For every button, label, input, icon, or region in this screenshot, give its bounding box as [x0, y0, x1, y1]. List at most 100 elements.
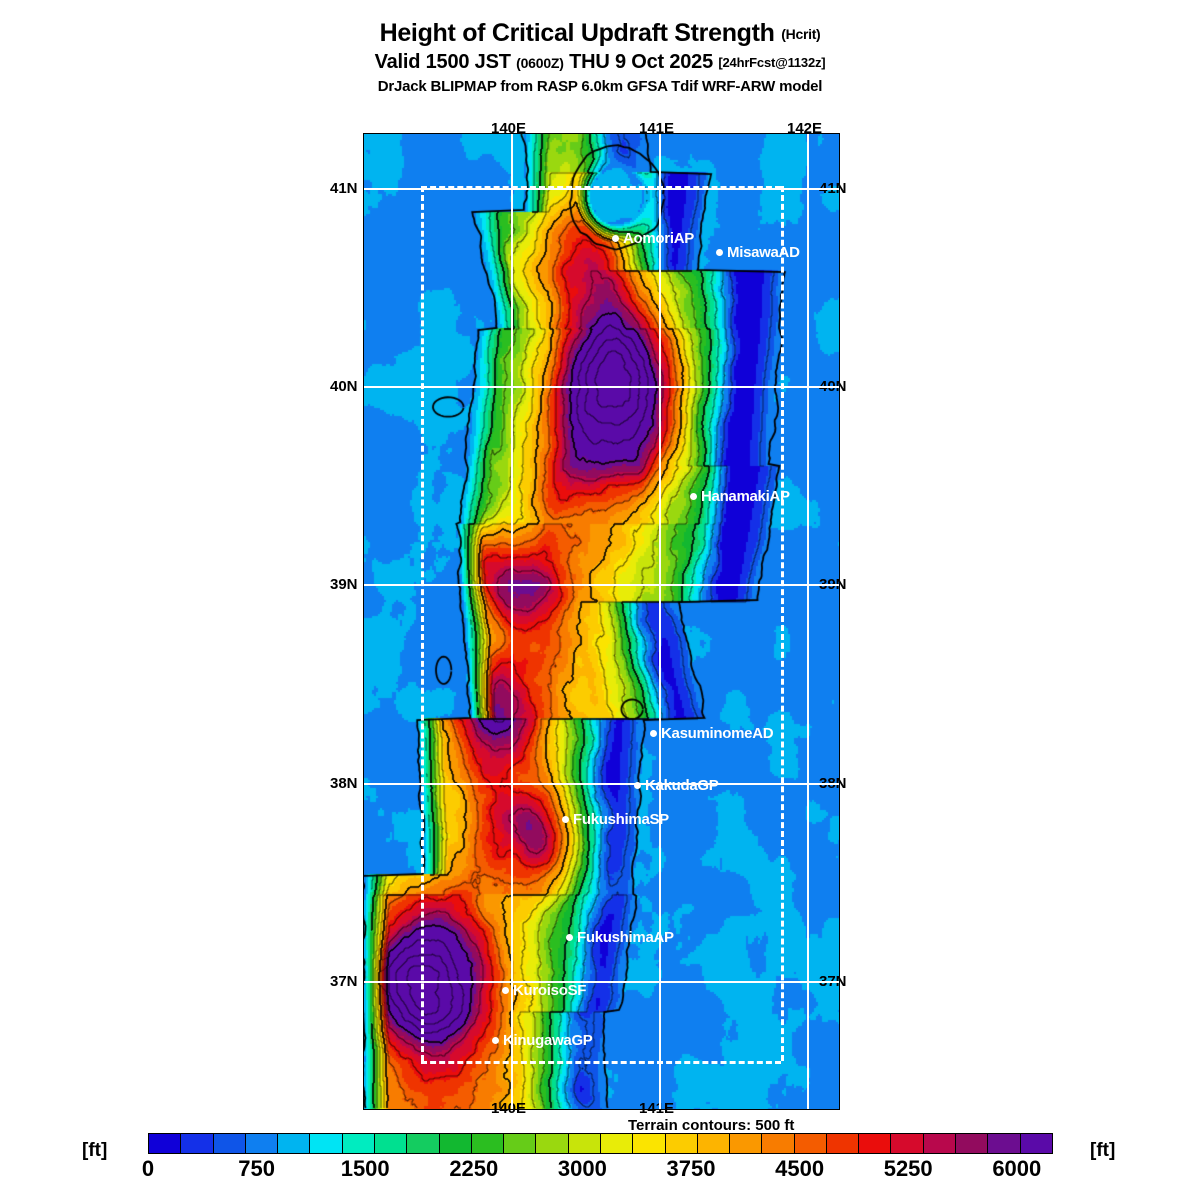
lon-label-bottom-141e: 141E: [639, 1100, 675, 1117]
page-title: Height of Critical Updraft Strength (Hcr…: [0, 20, 1200, 47]
station-marker-kakudagp[interactable]: KakudaGP: [634, 777, 719, 795]
colorbar-segment-16: [665, 1134, 698, 1153]
station-label: FukushimaAP: [577, 929, 674, 947]
lat-label-left-38n: 38N: [330, 775, 358, 792]
station-dot-icon: [612, 235, 619, 243]
colorbar-segment-1: [181, 1134, 214, 1153]
page-title-text: Height of Critical Updraft Strength: [379, 19, 775, 47]
colorbar-segment-6: [342, 1134, 375, 1153]
station-label: MisawaAD: [727, 244, 800, 262]
station-label: KakudaGP: [645, 777, 719, 795]
station-dot-icon: [690, 493, 697, 501]
station-label: KasuminomeAD: [661, 725, 774, 743]
colorbar-segment-8: [407, 1134, 440, 1153]
terrain-contour-note: Terrain contours: 500 ft: [628, 1117, 795, 1134]
colorbar-segment-2: [213, 1134, 246, 1153]
station-dot-icon: [502, 987, 509, 995]
colorbar-unit-left: [ft]: [82, 1140, 108, 1161]
colorbar-segment-27: [1020, 1134, 1052, 1153]
station-label: AomoriAP: [623, 230, 694, 248]
station-label: FukushimaSP: [573, 811, 669, 829]
colorbar-tick-6000: 6000: [992, 1156, 1042, 1181]
lat-label-left-41n: 41N: [330, 180, 358, 197]
station-marker-kinugawagp[interactable]: KinugawaGP: [492, 1032, 593, 1050]
station-label: KuroisoSF: [513, 982, 587, 1000]
lat-label-left-40n: 40N: [330, 378, 358, 395]
station-marker-kasuminomead[interactable]: KasuminomeAD: [650, 725, 774, 743]
station-dot-icon: [492, 1037, 499, 1045]
colorbar-tick-3000: 3000: [557, 1156, 607, 1181]
gridline-lon-142e: [807, 134, 809, 1109]
forecast-stamp: [24hrFcst@1132z]: [718, 55, 826, 70]
station-label: KinugawaGP: [503, 1032, 593, 1050]
colorbar-segment-19: [762, 1134, 795, 1153]
title-block: Height of Critical Updraft Strength (Hcr…: [0, 0, 1200, 96]
domain-box-top: [421, 186, 781, 189]
colorbar-tick-3750: 3750: [666, 1156, 716, 1181]
colorbar-segment-20: [794, 1134, 827, 1153]
colorbar-segment-0: [149, 1134, 182, 1153]
lon-label-top-140e: 140E: [491, 120, 527, 137]
valid-time-local: Valid 1500 JST: [374, 51, 511, 73]
gridline-lon-141e: [659, 134, 661, 1109]
lat-label-left-39n: 39N: [330, 576, 358, 593]
station-marker-aomoriap[interactable]: AomoriAP: [612, 230, 694, 248]
station-marker-misawaad[interactable]: MisawaAD: [716, 244, 800, 262]
gridline-lat-40n: [364, 386, 839, 388]
page-title-subscript: (Hcrit): [781, 26, 821, 42]
station-marker-kuroisosf[interactable]: KuroisoSF: [502, 982, 586, 1000]
colorbar-segment-3: [245, 1134, 279, 1153]
colorbar-segment-5: [310, 1134, 343, 1153]
colorbar-segment-10: [471, 1134, 505, 1153]
colorbar-segment-7: [374, 1134, 408, 1153]
lon-label-top-141e: 141E: [639, 120, 675, 137]
station-marker-fukushimasp[interactable]: FukushimaSP: [562, 811, 669, 829]
station-label: HanamakiAP: [701, 488, 790, 506]
colorbar-tick-0: 0: [141, 1156, 155, 1181]
forecast-map[interactable]: [363, 133, 840, 1110]
lon-label-top-142e: 142E: [787, 120, 823, 137]
colorbar-unit-right: [ft]: [1090, 1140, 1116, 1161]
colorbar-segment-11: [504, 1134, 537, 1153]
station-marker-hanamakiap[interactable]: HanamakiAP: [690, 488, 790, 506]
valid-time-line: Valid 1500 JST (0600Z) THU 9 Oct 2025 [2…: [0, 51, 1200, 74]
colorbar-tick-750: 750: [238, 1156, 275, 1181]
colorbar-segment-13: [568, 1134, 601, 1153]
station-dot-icon: [650, 730, 657, 738]
colorbar-tick-5250: 5250: [883, 1156, 933, 1181]
model-line: DrJack BLIPMAP from RASP 6.0km GFSA Tdif…: [377, 78, 823, 95]
gridline-lon-140e: [511, 134, 513, 1109]
gridline-lat-38n: [364, 783, 839, 785]
station-dot-icon: [566, 934, 573, 942]
station-dot-icon: [634, 782, 641, 790]
colorbar-tick-labels: 0 750 1500 2250 3000 3750 4500 5250 6000: [142, 1156, 1053, 1182]
colorbar-tick-4500: 4500: [775, 1156, 825, 1181]
domain-box-right: [781, 186, 784, 1061]
colorbar-segment-18: [730, 1134, 763, 1153]
colorbar-segment-22: [859, 1134, 892, 1153]
domain-box-bottom: [421, 1061, 781, 1064]
gridline-lat-39n: [364, 584, 839, 586]
gridline-lat-37n: [364, 981, 839, 983]
colorbar-segment-4: [278, 1134, 311, 1153]
valid-date: THU 9 Oct 2025: [569, 51, 714, 73]
colorbar-segment-17: [697, 1134, 731, 1153]
domain-box-left: [421, 186, 424, 1061]
colorbar-segment-26: [988, 1134, 1021, 1153]
colorbar-segment-23: [891, 1134, 924, 1153]
station-dot-icon: [562, 816, 569, 824]
colorbar-segment-24: [923, 1134, 957, 1153]
colorbar[interactable]: [148, 1133, 1053, 1154]
colorbar-segment-12: [536, 1134, 569, 1153]
hcrit-heatmap-canvas: [364, 134, 839, 1109]
lat-label-left-37n: 37N: [330, 973, 358, 990]
colorbar-segment-21: [826, 1134, 860, 1153]
colorbar-segment-14: [600, 1134, 634, 1153]
colorbar-tick-2250: 2250: [449, 1156, 499, 1181]
station-dot-icon: [716, 249, 723, 257]
colorbar-tick-1500: 1500: [340, 1156, 390, 1181]
colorbar-segment-25: [956, 1134, 989, 1153]
station-marker-fukushimaap[interactable]: FukushimaAP: [566, 929, 674, 947]
valid-time-utc: (0600Z): [516, 55, 564, 71]
lon-label-bottom-140e: 140E: [491, 1100, 527, 1117]
